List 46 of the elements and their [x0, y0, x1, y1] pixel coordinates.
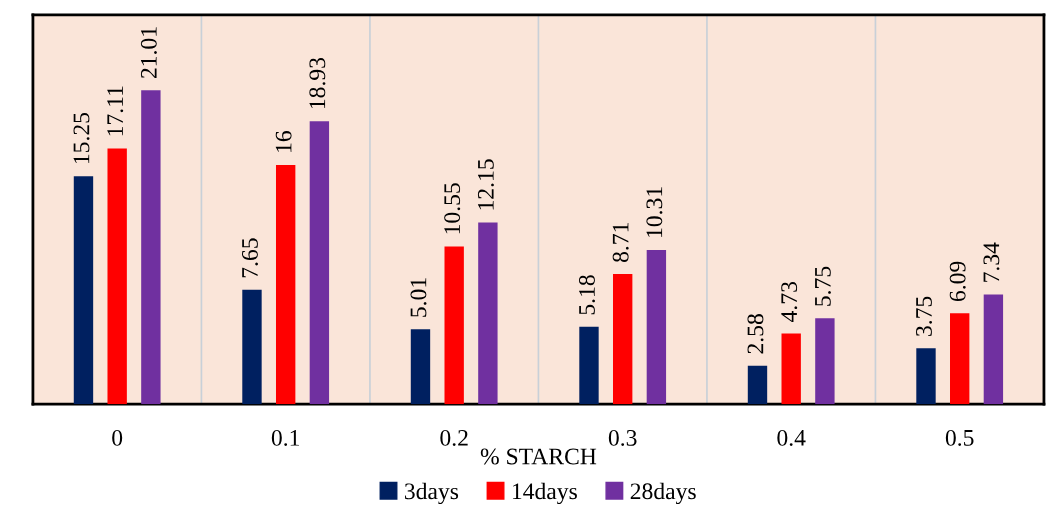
bar	[579, 326, 599, 405]
bar	[815, 318, 835, 405]
data-label: 18.93	[309, 57, 326, 109]
bar	[410, 329, 431, 405]
data-label: 15.25	[73, 112, 90, 164]
data-label: 4.73	[781, 282, 798, 322]
x-tick-label: 0.1	[271, 429, 300, 446]
x-axis-title: % STARCH	[480, 448, 597, 465]
bar	[983, 294, 1004, 405]
x-tick-label: 0.5	[945, 429, 974, 446]
data-label: 12.15	[477, 159, 494, 210]
bar	[613, 274, 633, 405]
legend-label: 14days	[512, 482, 577, 505]
data-label: 17.11	[107, 86, 124, 136]
bar	[73, 176, 94, 405]
bar	[107, 148, 127, 405]
data-label: 7.65	[242, 238, 258, 278]
x-tick-label: 0	[112, 429, 123, 446]
data-label: 7.34	[983, 242, 1000, 282]
bar	[141, 90, 161, 405]
data-label: 5.01	[410, 278, 427, 317]
bar	[309, 121, 330, 405]
data-label: 5.18	[578, 275, 595, 315]
x-tick-label: 0.2	[440, 429, 468, 446]
data-label: 21.01	[140, 27, 157, 79]
bar	[781, 333, 801, 405]
bar	[950, 313, 970, 405]
bar	[444, 246, 464, 405]
legend-label: 3days	[404, 482, 459, 505]
data-label: 8.71	[612, 223, 629, 263]
x-tick-label: 0.3	[608, 429, 637, 446]
data-label: 10.55	[444, 183, 461, 234]
bar	[747, 365, 768, 405]
data-label: 10.31	[646, 187, 663, 237]
bar	[275, 165, 296, 405]
x-tick-label: 0.4	[777, 429, 806, 446]
legend-label: 28days	[630, 482, 696, 505]
bar	[916, 348, 936, 405]
bar	[646, 250, 667, 405]
data-label: 3.75	[916, 296, 933, 336]
data-label: 2.58	[747, 314, 764, 354]
data-label: 6.09	[949, 261, 966, 302]
data-label: 5.75	[815, 266, 831, 306]
data-label: 16	[275, 131, 292, 152]
bar	[242, 289, 262, 405]
bar	[478, 222, 498, 405]
